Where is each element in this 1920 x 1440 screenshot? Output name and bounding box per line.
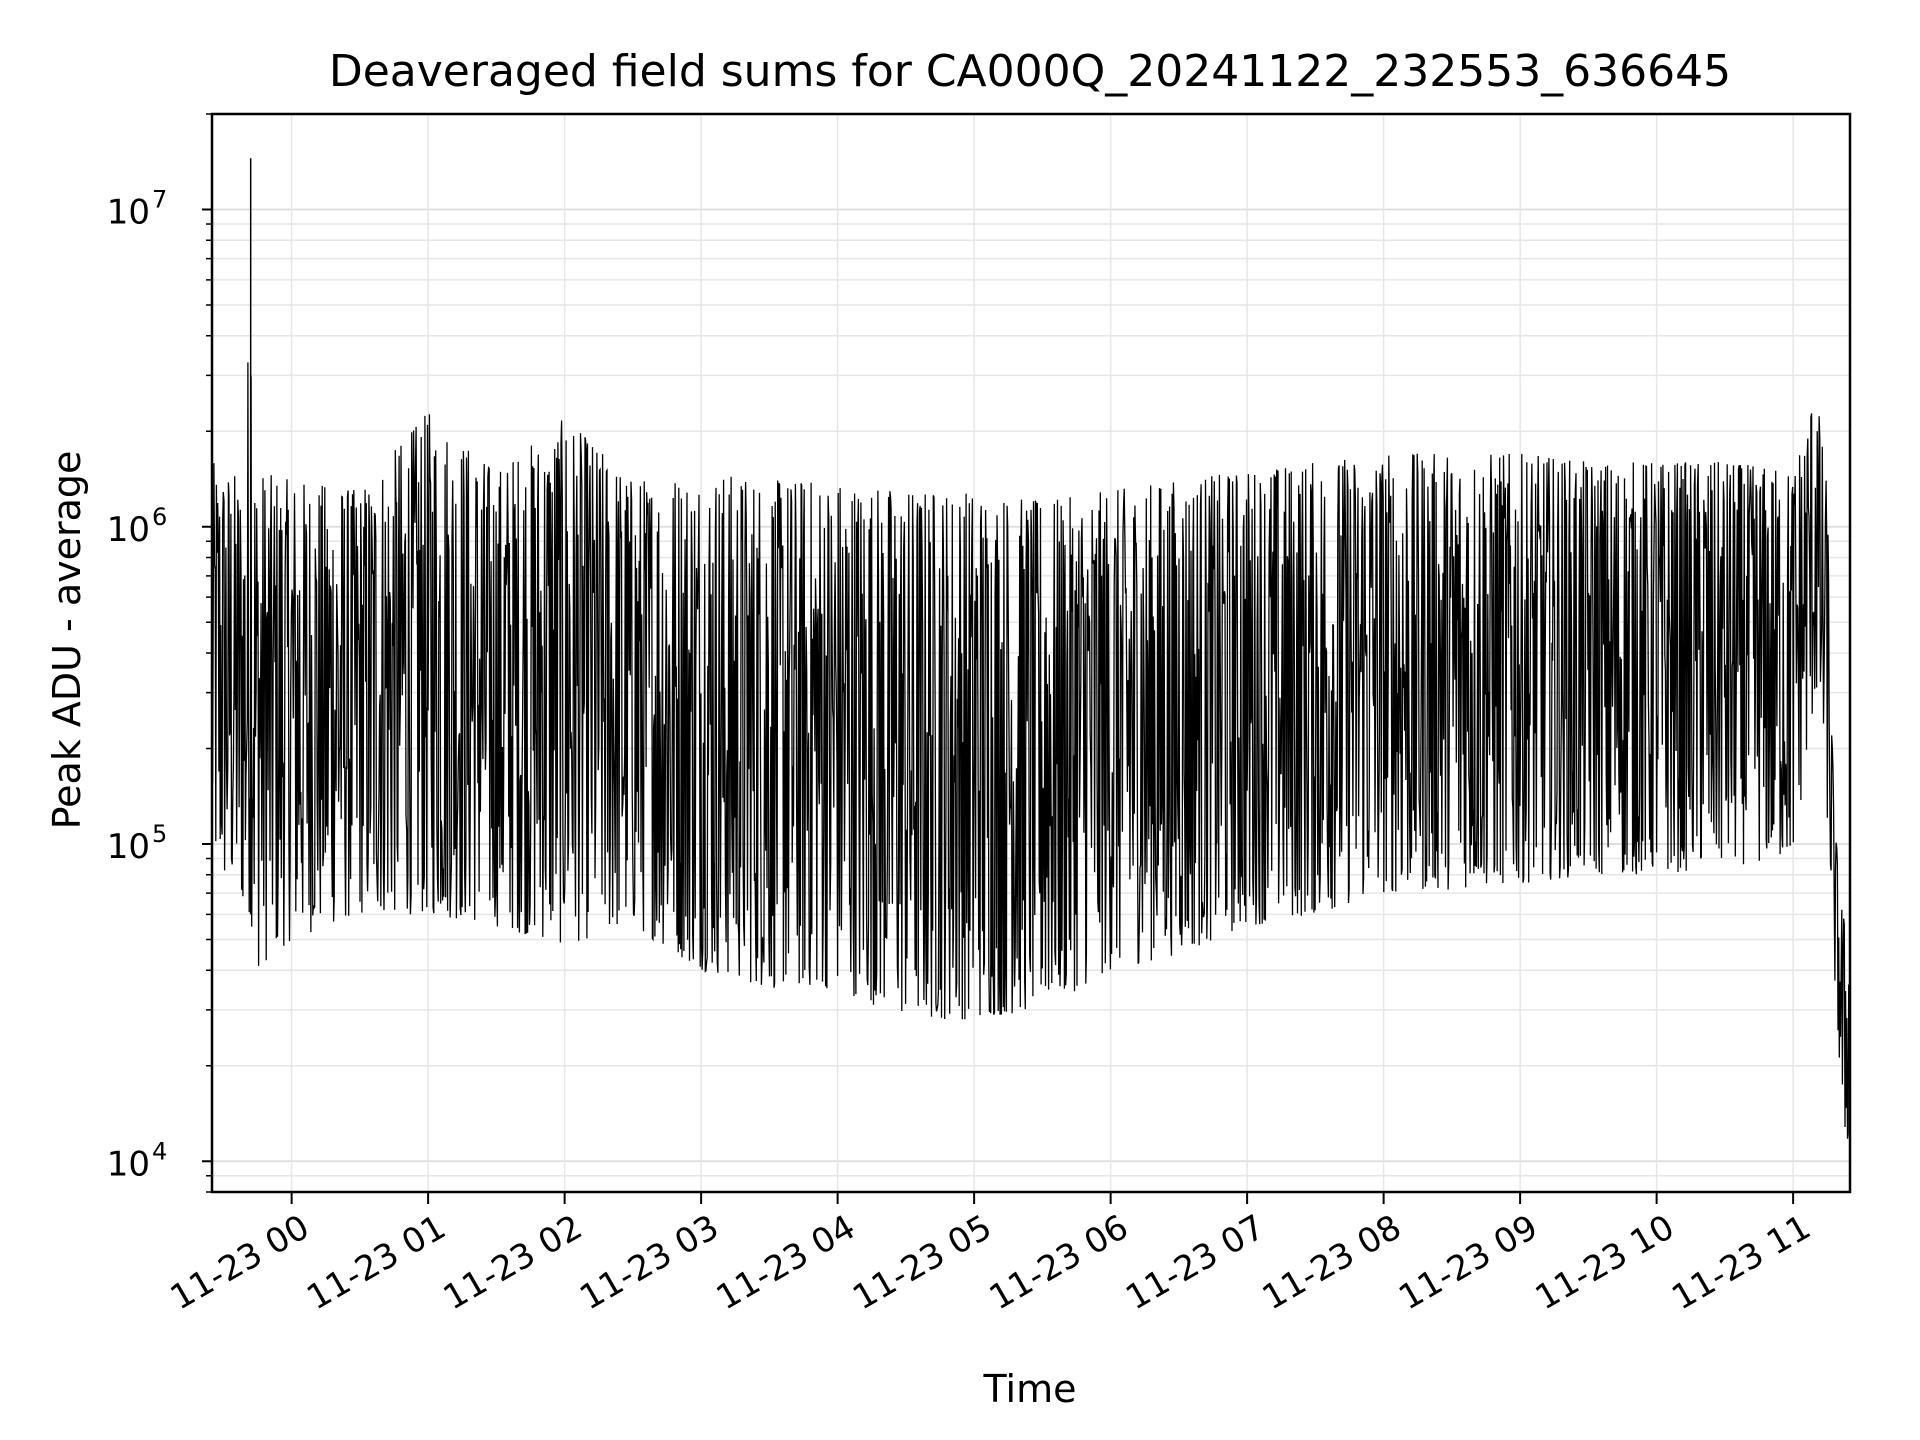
y-axis-label: Peak ADU - average xyxy=(45,451,89,830)
x-tick-label: 11-23 03 xyxy=(573,1207,725,1318)
series-line xyxy=(211,158,1851,1139)
x-tick-label: 11-23 04 xyxy=(710,1207,862,1318)
y-tick-exponent: 5 xyxy=(152,820,167,848)
x-tick-label: 11-23 06 xyxy=(983,1207,1135,1318)
x-tick-label: 11-23 01 xyxy=(300,1207,452,1318)
y-tick-exponent: 6 xyxy=(152,503,167,531)
chart-title: Deaveraged field sums for CA000Q_2024112… xyxy=(329,46,1731,97)
x-tick-label: 11-23 08 xyxy=(1256,1207,1408,1318)
y-tick-exponent: 4 xyxy=(152,1137,167,1165)
x-tick-label: 11-23 10 xyxy=(1529,1207,1681,1318)
x-tick-label: 11-23 09 xyxy=(1392,1207,1544,1318)
y-tick-label: 10 xyxy=(107,510,150,550)
x-tick-label: 11-23 07 xyxy=(1119,1207,1271,1318)
x-tick-label: 11-23 05 xyxy=(846,1207,998,1318)
x-tick-label: 11-23 02 xyxy=(437,1207,589,1318)
y-tick-label: 10 xyxy=(107,193,150,233)
y-tick-label: 10 xyxy=(107,827,150,867)
y-tick-label: 10 xyxy=(107,1144,150,1184)
x-tick-label: 11-23 00 xyxy=(164,1207,316,1318)
x-tick-label: 11-23 11 xyxy=(1665,1207,1817,1318)
x-axis-label: Time xyxy=(983,1367,1077,1411)
y-tick-exponent: 7 xyxy=(152,186,167,214)
series-path xyxy=(211,362,1851,1139)
